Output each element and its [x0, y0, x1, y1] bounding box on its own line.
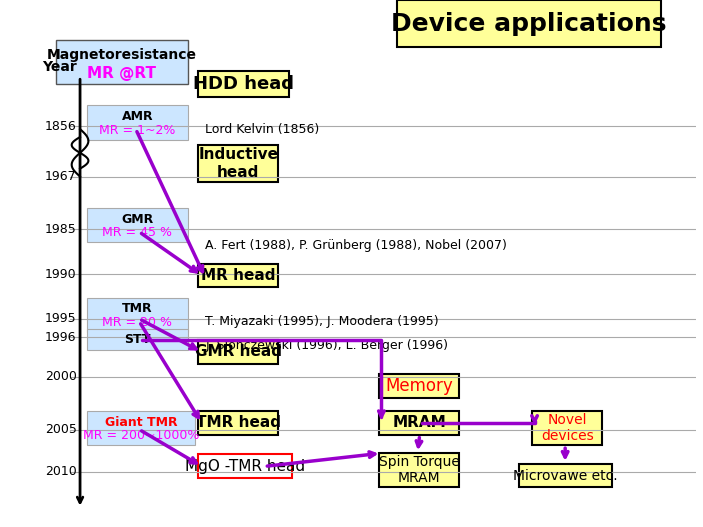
- Text: Giant TMR: Giant TMR: [105, 415, 177, 428]
- Text: Memory: Memory: [385, 377, 453, 395]
- Text: A. Fert (1988), P. Grünberg (1988), Nobel (2007): A. Fert (1988), P. Grünberg (1988), Nobe…: [205, 239, 507, 251]
- FancyBboxPatch shape: [198, 145, 278, 182]
- Text: MR head: MR head: [201, 268, 276, 283]
- Text: MR = 1~2%: MR = 1~2%: [99, 123, 176, 136]
- Text: MRAM: MRAM: [392, 415, 446, 431]
- Text: STT: STT: [124, 334, 150, 346]
- Text: GMR: GMR: [122, 212, 153, 226]
- Text: 1995: 1995: [45, 313, 77, 325]
- Text: Microvawe etc.: Microvawe etc.: [513, 469, 618, 483]
- Text: T. Miyazaki (1995), J. Moodera (1995): T. Miyazaki (1995), J. Moodera (1995): [205, 315, 439, 328]
- FancyBboxPatch shape: [87, 298, 188, 332]
- FancyBboxPatch shape: [380, 453, 459, 487]
- Text: Device applications: Device applications: [391, 12, 666, 36]
- FancyBboxPatch shape: [198, 264, 278, 287]
- Text: 1985: 1985: [45, 223, 77, 236]
- Text: MR @RT: MR @RT: [87, 66, 156, 81]
- Text: GMR head: GMR head: [195, 344, 282, 359]
- Text: TMR head: TMR head: [196, 415, 281, 431]
- Text: Magnetoresistance: Magnetoresistance: [47, 48, 197, 62]
- Text: MR = 20 %: MR = 20 %: [103, 316, 172, 329]
- FancyBboxPatch shape: [380, 374, 459, 398]
- Text: 2000: 2000: [45, 370, 77, 383]
- FancyBboxPatch shape: [198, 454, 292, 478]
- Text: Spin Torque
MRAM: Spin Torque MRAM: [379, 455, 460, 485]
- Text: 1996: 1996: [45, 331, 77, 344]
- FancyBboxPatch shape: [87, 105, 188, 140]
- Text: AMR: AMR: [122, 110, 153, 123]
- Text: 1990: 1990: [45, 268, 77, 280]
- FancyBboxPatch shape: [87, 411, 195, 445]
- Text: 1967: 1967: [45, 170, 77, 183]
- Text: Year: Year: [41, 60, 77, 74]
- Text: MR = 200~1000%: MR = 200~1000%: [83, 429, 199, 442]
- Text: Lord Kelvin (1856): Lord Kelvin (1856): [205, 123, 320, 135]
- Text: HDD head: HDD head: [193, 75, 294, 93]
- Text: MR = 45 %: MR = 45 %: [103, 226, 172, 239]
- FancyBboxPatch shape: [396, 0, 662, 47]
- FancyBboxPatch shape: [532, 411, 602, 445]
- FancyBboxPatch shape: [380, 411, 459, 435]
- Text: 2010: 2010: [45, 465, 77, 478]
- Text: 2005: 2005: [45, 423, 77, 436]
- Text: TMR: TMR: [122, 302, 153, 315]
- Text: Novel
devices: Novel devices: [541, 413, 593, 443]
- FancyBboxPatch shape: [87, 329, 188, 350]
- FancyBboxPatch shape: [519, 464, 612, 487]
- Text: MgO -TMR head: MgO -TMR head: [186, 458, 305, 474]
- FancyBboxPatch shape: [56, 40, 188, 84]
- FancyBboxPatch shape: [198, 340, 278, 364]
- FancyBboxPatch shape: [198, 411, 278, 435]
- FancyBboxPatch shape: [198, 71, 289, 97]
- Text: Inductive
head: Inductive head: [198, 147, 278, 180]
- Text: J. Slonczewski (1996), L. Berger (1996): J. Slonczewski (1996), L. Berger (1996): [205, 339, 449, 352]
- FancyBboxPatch shape: [87, 208, 188, 242]
- Text: 1856: 1856: [45, 120, 77, 133]
